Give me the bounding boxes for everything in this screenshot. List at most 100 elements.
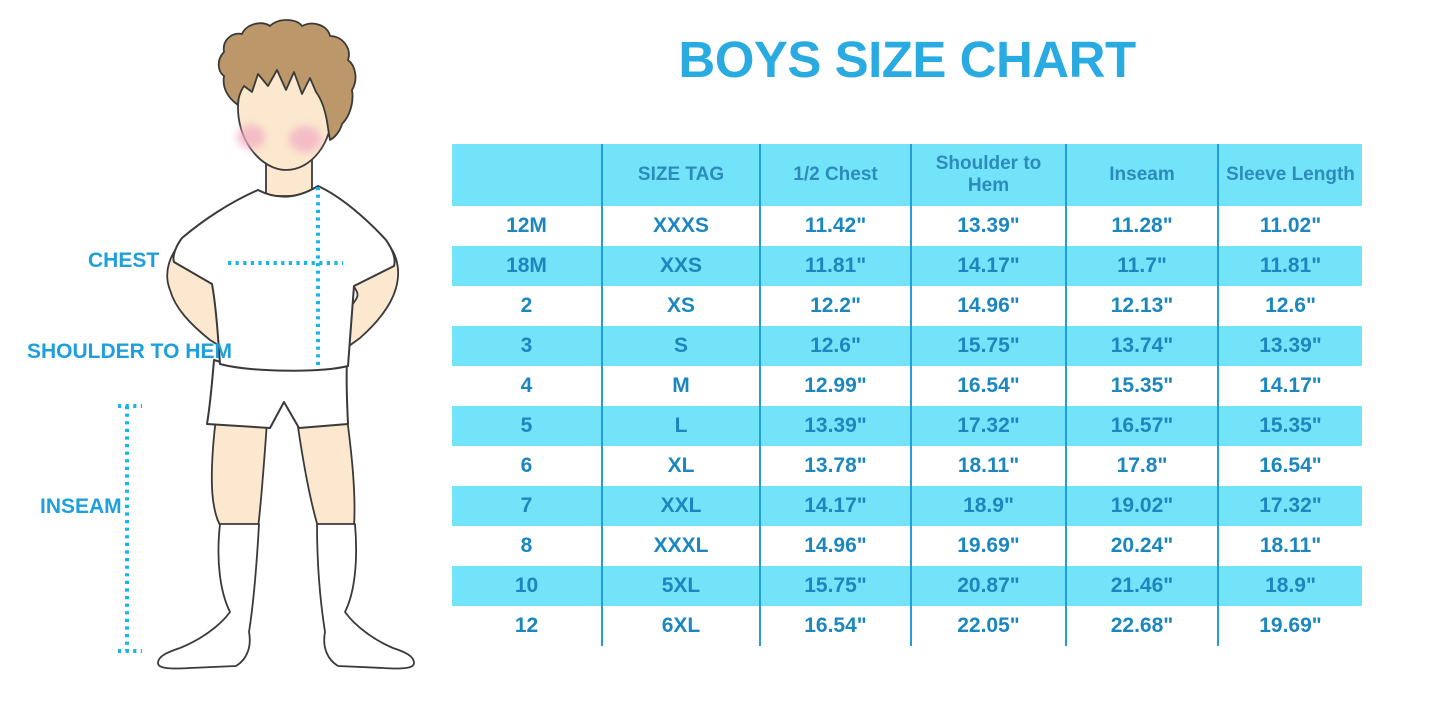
table-cell: 20.24": [1066, 526, 1219, 566]
table-cell: 12: [452, 606, 603, 646]
table-cell: 20.87": [911, 566, 1067, 606]
measurement-lines: [118, 187, 343, 653]
table-cell: 13.39": [1218, 326, 1362, 366]
table-cell: 12.6": [760, 326, 912, 366]
hair: [217, 19, 357, 141]
table-cell: 18.11": [1218, 526, 1362, 566]
table-cell: 16.57": [1066, 406, 1219, 446]
table-cell: 13.39": [760, 406, 912, 446]
table-cell: 12.99": [760, 366, 912, 406]
t-shirt: [172, 185, 396, 372]
table-cell: 11.28": [1066, 206, 1219, 246]
table-cell: 18.11": [911, 446, 1067, 486]
table-row: 6 XL 13.78" 18.11" 17.8" 16.54": [452, 446, 1362, 486]
header-row: SIZE TAG 1/2 Chest Shoulder to Hem Inseam Sl…: [452, 144, 1362, 206]
table-cell: M: [602, 366, 761, 406]
table-cell: 18M: [452, 246, 603, 286]
table-cell: 17.8": [1066, 446, 1219, 486]
table-cell: XXXS: [602, 206, 761, 246]
table-cell: 14.17": [911, 246, 1067, 286]
table-cell: 6XL: [602, 606, 761, 646]
table-cell: XS: [602, 286, 761, 326]
table-cell: 2: [452, 286, 603, 326]
table-cell: 17.32": [1218, 486, 1362, 526]
table-cell: 13.39": [911, 206, 1067, 246]
chest-label: CHEST: [88, 249, 160, 272]
table-cell: 14.96": [911, 286, 1067, 326]
table-cell: 8: [452, 526, 603, 566]
column-header: [452, 144, 603, 206]
table-cell: XXL: [602, 486, 761, 526]
table-cell: 10: [452, 566, 603, 606]
measurement-figure: CHEST SHOULDER TO HEM INSEAM: [0, 0, 450, 723]
table-cell: 13.74": [1066, 326, 1219, 366]
table-cell: 15.75": [911, 326, 1067, 366]
left-cheek-blush: [237, 125, 265, 149]
table-cell: 5: [452, 406, 603, 446]
right-cheek-blush: [289, 126, 321, 152]
table-row: 12 6XL 16.54" 22.05" 22.68" 19.69": [452, 606, 1362, 646]
table-cell: 18.9": [1218, 566, 1362, 606]
table-cell: 18.9": [911, 486, 1067, 526]
table-cell: 17.32": [911, 406, 1067, 446]
table-cell: 14.17": [1218, 366, 1362, 406]
table-row: 5 L 13.39" 17.32" 16.57" 15.35": [452, 406, 1362, 446]
table-cell: 16.54": [1218, 446, 1362, 486]
table-cell: XXXL: [602, 526, 761, 566]
table-row: 2 XS 12.2" 14.96" 12.13" 12.6": [452, 286, 1362, 326]
table-cell: 14.96": [760, 526, 912, 566]
table-cell: 11.81": [1218, 246, 1362, 286]
table-cell: 11.42": [760, 206, 912, 246]
table-row: 3 S 12.6" 15.75" 13.74" 13.39": [452, 326, 1362, 366]
head: [217, 19, 357, 171]
table-cell: 19.02": [1066, 486, 1219, 526]
table-row: 4 M 12.99" 16.54" 15.35" 14.17": [452, 366, 1362, 406]
table-cell: 11.02": [1218, 206, 1362, 246]
table-cell: 22.68": [1066, 606, 1219, 646]
table-cell: 12M: [452, 206, 603, 246]
table-cell: 22.05": [911, 606, 1067, 646]
table-row: 12M XXXS 11.42" 13.39" 11.28" 11.02": [452, 206, 1362, 246]
column-header: SIZE TAG: [602, 144, 761, 206]
table-cell: 16.54": [911, 366, 1067, 406]
table-cell: 5XL: [602, 566, 761, 606]
table-body: 12M XXXS 11.42" 13.39" 11.28" 11.02" 18M XXS 11.…: [452, 206, 1362, 646]
table-cell: 14.17": [760, 486, 912, 526]
inseam-label: INSEAM: [40, 495, 122, 518]
table-cell: 11.81": [760, 246, 912, 286]
table-cell: 19.69": [911, 526, 1067, 566]
table-row: 7 XXL 14.17" 18.9" 19.02" 17.32": [452, 486, 1362, 526]
table-cell: 3: [452, 326, 603, 366]
table-cell: L: [602, 406, 761, 446]
table-row: 18M XXS 11.81" 14.17" 11.7" 11.81": [452, 246, 1362, 286]
table-cell: 4: [452, 366, 603, 406]
column-header: Sleeve Length: [1218, 144, 1362, 206]
left-sock: [157, 523, 260, 670]
table-header: SIZE TAG 1/2 Chest Shoulder to Hem Inseam Sl…: [452, 144, 1362, 206]
right-sock: [316, 523, 415, 670]
table-cell: 12.2": [760, 286, 912, 326]
table-cell: 15.75": [760, 566, 912, 606]
table-cell: 7: [452, 486, 603, 526]
table-cell: 12.6": [1218, 286, 1362, 326]
shoulder-to-hem-label: SHOULDER TO HEM: [27, 340, 232, 363]
left-leg: [210, 417, 268, 529]
table-cell: XL: [602, 446, 761, 486]
right-leg: [295, 417, 356, 528]
table-row: 10 5XL 15.75" 20.87" 21.46" 18.9": [452, 566, 1362, 606]
boy-illustration: [118, 19, 415, 670]
table-cell: 16.54": [760, 606, 912, 646]
size-chart-table: SIZE TAG 1/2 Chest Shoulder to Hem Inseam Sl…: [452, 144, 1362, 646]
page-title: BOYS SIZE CHART: [678, 31, 1136, 88]
column-header: 1/2 Chest: [760, 144, 912, 206]
column-header: Inseam: [1066, 144, 1219, 206]
table-cell: 21.46": [1066, 566, 1219, 606]
table-cell: XXS: [602, 246, 761, 286]
table-cell: 15.35": [1218, 406, 1362, 446]
table-cell: 13.78": [760, 446, 912, 486]
table-cell: 11.7": [1066, 246, 1219, 286]
table-cell: 6: [452, 446, 603, 486]
table-cell: 19.69": [1218, 606, 1362, 646]
column-header: Shoulder to Hem: [911, 144, 1067, 206]
table-cell: 12.13": [1066, 286, 1219, 326]
